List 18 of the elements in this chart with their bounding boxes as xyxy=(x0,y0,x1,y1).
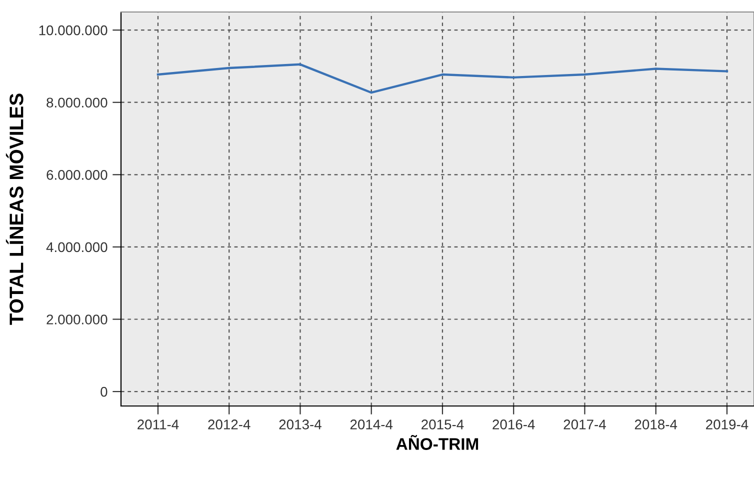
y-tick-label: 0 xyxy=(100,386,108,397)
x-tick-label: 2015-4 xyxy=(422,420,464,430)
x-tick-label: 2011-4 xyxy=(138,420,179,430)
x-tick-label: 2018-4 xyxy=(634,420,678,430)
line-series xyxy=(156,63,728,94)
x-axis-title: AÑO-TRIM xyxy=(396,434,478,450)
y-tick-label: 6.000.000 xyxy=(46,170,108,180)
x-tick-label: 2012-4 xyxy=(208,420,250,430)
y-tick-label: 10.000.000 xyxy=(39,25,108,36)
x-tick-label: 2019-4 xyxy=(706,420,748,430)
y-axis-title: TOTAL LÍNEAS MÓVILES xyxy=(6,94,24,325)
x-tick-label: 2013-4 xyxy=(279,420,322,430)
y-tick-label: 4.000.000 xyxy=(46,242,108,252)
y-tick-label: 2.000.000 xyxy=(46,314,108,324)
x-tick-label: 2016-4 xyxy=(492,420,535,430)
y-tick-label: 8.000.000 xyxy=(46,98,108,108)
x-tick-label: 2017-4 xyxy=(564,420,606,430)
x-tick-label: 2014-4 xyxy=(350,420,393,430)
